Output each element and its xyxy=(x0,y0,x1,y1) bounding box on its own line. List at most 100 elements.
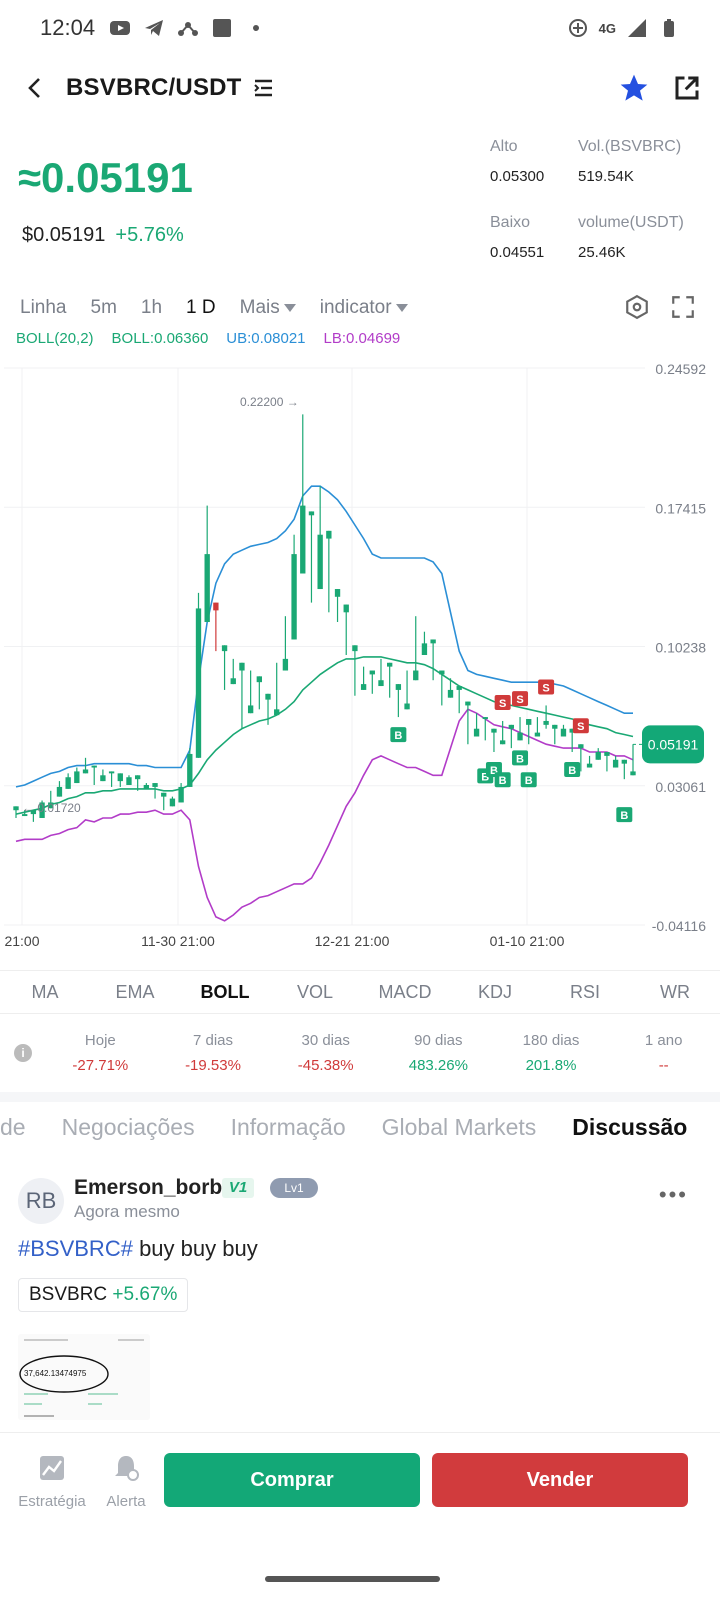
tab-1h[interactable]: 1h xyxy=(140,297,163,318)
ind-vol[interactable]: VOL xyxy=(296,981,334,1002)
candle-body xyxy=(526,719,532,725)
content-tabs: de Negociações Informação Global Markets… xyxy=(0,1104,720,1150)
tab-5m[interactable]: 5m xyxy=(90,297,117,318)
signal-label: S xyxy=(577,721,584,733)
perf-value: -- xyxy=(658,1057,669,1074)
post-time: Agora mesmo xyxy=(74,1202,180,1221)
vip-badge: V1 xyxy=(222,1178,254,1198)
ind-boll[interactable]: BOLL xyxy=(200,981,250,1002)
x-tick-label: 11-30 21:00 xyxy=(141,933,215,949)
signal-label: B xyxy=(568,765,576,777)
min-price-label: ← 0.01720 xyxy=(22,801,81,815)
y-tick-label: -0.04116 xyxy=(652,918,706,934)
alert-label: Alerta xyxy=(106,1493,146,1510)
more-options-icon[interactable]: ••• xyxy=(658,1182,688,1207)
signal-label: B xyxy=(620,810,628,822)
tab-discussao[interactable]: Discussão xyxy=(572,1113,688,1140)
candle-body xyxy=(161,792,167,797)
alert-button[interactable]: Alerta xyxy=(90,1453,162,1510)
ind-ema[interactable]: EMA xyxy=(115,981,155,1002)
strategy-button[interactable]: Estratégia xyxy=(16,1453,88,1510)
tab-1d[interactable]: 1 D xyxy=(186,297,216,318)
symbol-chip[interactable]: BSVBRC +5.67% xyxy=(18,1278,189,1312)
boll-legend: BOLL(20,2) BOLL:0.06360 UB:0.08021 LB:0.… xyxy=(16,330,400,347)
network-app-icon xyxy=(178,22,199,36)
tab-global-markets[interactable]: Global Markets xyxy=(381,1113,537,1140)
stat-volume: Vol.(BSVBRC) 519.54K xyxy=(578,138,681,185)
perf-value: -27.71% xyxy=(72,1057,129,1074)
candle-body xyxy=(265,693,271,700)
candle-body xyxy=(352,645,358,652)
ind-ma[interactable]: MA xyxy=(31,981,59,1002)
sell-button[interactable]: Vender xyxy=(432,1453,688,1507)
candle-body xyxy=(39,802,45,818)
last-price-tag xyxy=(642,725,704,764)
tab-negociacoes[interactable]: Negociações xyxy=(61,1113,195,1140)
post-image-thumbnail[interactable]: 37,642.13474975 xyxy=(18,1334,150,1420)
tab-linha[interactable]: Linha xyxy=(20,297,67,318)
candle-body xyxy=(108,771,115,774)
buy-signal-marker xyxy=(512,750,529,766)
home-indicator[interactable] xyxy=(265,1576,440,1582)
candle-body xyxy=(612,759,619,768)
candle-body xyxy=(317,534,323,590)
pair-title[interactable]: BSVBRC/USDT xyxy=(66,74,242,101)
avatar[interactable]: RB xyxy=(18,1178,64,1224)
tab-truncated[interactable]: de xyxy=(0,1113,26,1140)
candle-body xyxy=(387,662,393,667)
tab-mais-dropdown[interactable]: Mais xyxy=(240,297,296,319)
perf-label: 7 dias xyxy=(192,1032,234,1049)
stat-high-label: Alto xyxy=(490,138,518,155)
fullscreen-icon[interactable] xyxy=(670,294,696,320)
battery-icon xyxy=(664,19,674,37)
chart-settings-hexagon-icon[interactable] xyxy=(624,294,650,320)
post-body: buy buy buy xyxy=(132,1236,258,1261)
candle-body xyxy=(465,701,471,706)
tab-indicator-dropdown[interactable]: indicator xyxy=(320,297,408,319)
ind-kdj[interactable]: KDJ xyxy=(477,981,512,1002)
boll-name: BOLL(20,2) xyxy=(16,330,94,347)
candle-body xyxy=(247,705,254,714)
candle-body xyxy=(291,554,297,640)
candle-body xyxy=(178,786,184,803)
perf-1y: 1 ano -- xyxy=(607,1032,720,1074)
candle-body xyxy=(413,670,419,681)
post-username[interactable]: Emerson_borb xyxy=(74,1176,223,1199)
favorite-star-icon[interactable] xyxy=(618,72,650,104)
buy-signal-marker xyxy=(520,772,537,788)
share-external-icon[interactable] xyxy=(672,73,702,103)
dot-icon xyxy=(253,25,260,31)
candle-body xyxy=(595,752,601,760)
network-type: 4G xyxy=(598,20,616,36)
back-arrow-icon[interactable] xyxy=(18,71,52,105)
info-icon[interactable]: i xyxy=(14,1044,32,1062)
buy-button[interactable]: Comprar xyxy=(164,1453,420,1507)
ind-rsi[interactable]: RSI xyxy=(569,981,600,1002)
signal-label: B xyxy=(481,771,489,783)
performance-row: i Hoje -27.71% 7 dias -19.53% 30 dias -45.3… xyxy=(0,1018,720,1088)
last-price-tag-label: 0.05191 xyxy=(648,736,699,752)
x-tick-label: 21:00 xyxy=(4,933,39,949)
candle-body xyxy=(543,720,549,725)
thumbnail-text: 37,642.13474975 xyxy=(24,1369,87,1378)
ind-wr[interactable]: WR xyxy=(660,981,690,1002)
candle-body xyxy=(473,728,480,737)
candle-body xyxy=(143,784,150,789)
ind-macd[interactable]: MACD xyxy=(378,981,432,1002)
indicator-tabs: MA EMA BOLL VOL MACD KDJ RSI WR xyxy=(0,970,720,1014)
timeframe-tabs: Linha 5m 1h 1 D Mais indicator xyxy=(0,290,720,326)
post-hashtag[interactable]: #BSVBRC# xyxy=(18,1236,133,1261)
pair-menu-icon[interactable] xyxy=(252,76,276,100)
candlestick-chart[interactable]: 0.24592 0.17415 0.10238 0.03061 -0.04116 21:0… xyxy=(0,360,720,960)
candle-body xyxy=(100,775,106,782)
candle-body xyxy=(578,744,584,749)
candle-body xyxy=(230,678,236,685)
candle-body xyxy=(204,554,210,623)
perf-30d: 30 dias -45.38% xyxy=(269,1032,382,1074)
candle-body xyxy=(343,604,349,613)
tab-informacao[interactable]: Informação xyxy=(230,1113,346,1140)
candle-body xyxy=(360,684,367,690)
signal-label: B xyxy=(490,765,498,777)
header: BSVBRC/USDT xyxy=(0,56,720,120)
candle-body xyxy=(221,645,228,652)
